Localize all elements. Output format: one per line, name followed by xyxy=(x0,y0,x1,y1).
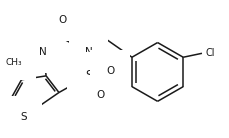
Text: O: O xyxy=(106,66,114,76)
Text: O: O xyxy=(96,90,104,100)
Text: N: N xyxy=(39,47,47,57)
Text: O: O xyxy=(59,15,67,25)
Text: N: N xyxy=(84,47,92,57)
Text: S: S xyxy=(20,112,27,122)
Text: Cl: Cl xyxy=(205,48,215,58)
Text: CH₃: CH₃ xyxy=(6,58,22,67)
Text: S: S xyxy=(85,69,92,82)
